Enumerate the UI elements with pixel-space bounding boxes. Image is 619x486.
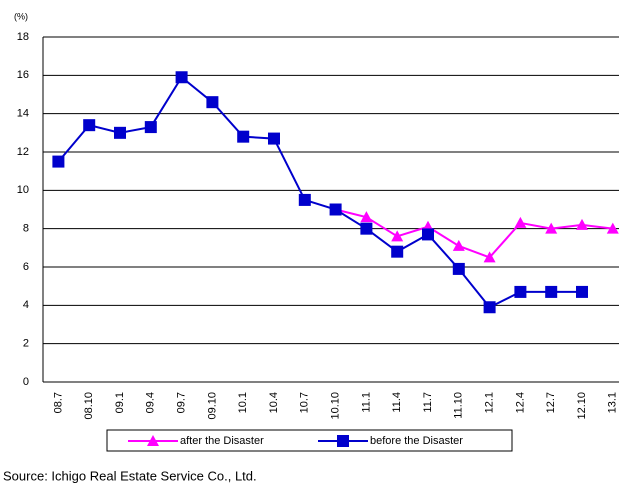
marker (206, 96, 219, 109)
marker (144, 121, 157, 134)
marker (329, 203, 342, 216)
marker (391, 230, 404, 242)
x-tick-label: 10.10 (330, 392, 342, 420)
x-tick-label: 12.1 (484, 392, 496, 413)
x-tick-label: 08.7 (52, 392, 64, 413)
series-line (335, 208, 613, 259)
source: Source: Ichigo Real Estate Service Co., … (3, 468, 257, 483)
x-tick-label: 09.7 (176, 392, 188, 413)
marker (114, 126, 126, 139)
marker (576, 285, 588, 298)
x-tick-label: 09.10 (206, 392, 218, 420)
marker (483, 301, 496, 314)
y-tick-label: 0 (23, 376, 29, 388)
x-tick-label: 08.10 (83, 392, 95, 420)
marker (52, 155, 65, 168)
legend-label: after the Disaster (180, 435, 264, 447)
marker (545, 285, 558, 298)
y-unit: (%) (14, 11, 28, 21)
legend-label: before the Disaster (370, 435, 463, 447)
marker (268, 132, 280, 145)
x-tick-label: 12.4 (514, 392, 526, 413)
x-tick-label: 09.4 (145, 392, 157, 413)
marker (452, 239, 465, 251)
marker (391, 245, 404, 258)
y-tick-label: 12 (17, 146, 29, 158)
series-line (57, 75, 582, 309)
marker (452, 262, 465, 275)
marker (237, 130, 250, 143)
marker (422, 228, 434, 241)
y-tick-label: 6 (23, 261, 29, 273)
y-tick-label: 16 (17, 69, 29, 81)
y-tick-label: 2 (23, 338, 29, 350)
marker (514, 285, 527, 298)
x-tick-label: 09.1 (114, 392, 126, 413)
marker (606, 222, 619, 234)
marker (360, 222, 373, 235)
x-tick-label: 11.4 (391, 392, 403, 413)
x-tick-label: 11.7 (422, 392, 434, 413)
marker (175, 71, 188, 84)
x-tick-label: 12.10 (576, 392, 588, 420)
legend-marker (147, 435, 159, 446)
x-tick-label: 12.7 (545, 392, 557, 413)
marker (576, 218, 588, 230)
marker (298, 193, 311, 206)
y-tick-label: 8 (23, 223, 29, 235)
y-tick-label: 4 (23, 299, 29, 311)
legend-box (106, 429, 513, 452)
marker (514, 216, 527, 228)
x-tick-label: 10.4 (268, 392, 280, 413)
marker (483, 251, 496, 263)
x-tick-label: 10.1 (237, 392, 249, 413)
marker (83, 119, 96, 132)
x-tick-label: 11.10 (453, 392, 465, 419)
x-tick-label: 11.1 (360, 392, 372, 413)
legend-marker (337, 435, 349, 447)
x-tick-label: 13.1 (607, 392, 619, 413)
x-tick-label: 10.7 (299, 392, 311, 413)
y-tick-label: 14 (17, 108, 29, 120)
marker (545, 222, 558, 234)
y-tick-label: 18 (17, 31, 29, 43)
marker (360, 211, 373, 223)
y-tick-label: 10 (17, 184, 29, 196)
